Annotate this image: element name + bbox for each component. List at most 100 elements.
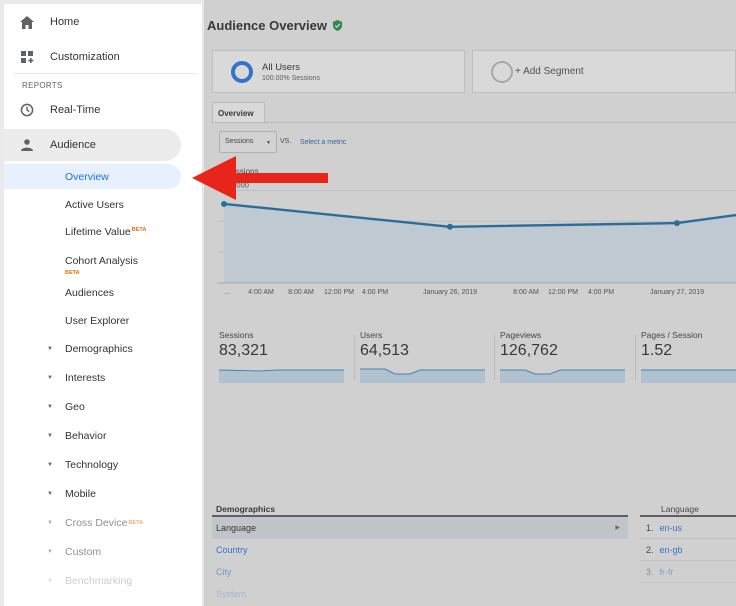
- demographics-row-country[interactable]: Country: [216, 545, 248, 555]
- sparkline: [360, 368, 485, 383]
- sidebar-group-behavior[interactable]: ▼ Behavior: [44, 430, 106, 442]
- sidebar-group-technology[interactable]: ▼ Technology: [44, 459, 118, 471]
- stat-label: Sessions: [219, 330, 254, 340]
- stat-label: Pageviews: [500, 330, 542, 340]
- caret-down-icon: ▼: [47, 404, 53, 410]
- sidebar-group-custom[interactable]: ▼ Custom: [44, 546, 101, 558]
- sparkline: [500, 369, 625, 383]
- x-tick-label: 12:00 PM: [548, 289, 578, 296]
- row-label: Language: [216, 523, 257, 533]
- beta-badge: BETA: [65, 270, 80, 276]
- home-icon: [4, 15, 50, 29]
- tab-overview[interactable]: Overview: [212, 102, 265, 123]
- page-title: Audience Overview: [207, 18, 343, 33]
- nav-home[interactable]: Home: [4, 5, 197, 39]
- sidebar-item-user-explorer[interactable]: User Explorer: [65, 315, 130, 327]
- group-label: Interests: [65, 372, 106, 384]
- beta-badge: BETA: [128, 520, 144, 526]
- x-tick-label: January 26, 2019: [423, 289, 477, 296]
- clock-icon: [4, 103, 50, 117]
- divider: [635, 335, 636, 380]
- nav-customization[interactable]: Customization: [4, 40, 197, 74]
- select-metric-link[interactable]: Select a metric: [300, 139, 347, 146]
- caret-down-icon: ▼: [47, 462, 53, 468]
- y-tick-label: 15,000: [226, 180, 249, 189]
- nav-home-label: Home: [50, 16, 80, 28]
- row-value: en-us: [659, 523, 683, 533]
- row-value: en-gb: [659, 545, 683, 555]
- sidebar-item-label: Lifetime Value: [65, 226, 131, 238]
- x-tick-label: 4:00 AM: [248, 289, 274, 296]
- caret-down-icon: ▼: [47, 549, 53, 555]
- stat-value: 126,762: [500, 342, 558, 359]
- sidebar-item-lifetime-value[interactable]: Lifetime ValueBETA: [65, 226, 146, 238]
- audience-highlight: [4, 129, 181, 161]
- sidebar-group-benchmarking[interactable]: ▼ Benchmarking: [44, 575, 132, 587]
- row-number: 1.: [646, 523, 654, 533]
- sidebar-item-audiences[interactable]: Audiences: [65, 287, 115, 299]
- main-content: Audience Overview All Users 100.00% Sess…: [204, 0, 736, 606]
- caret-down-icon: ▼: [47, 491, 53, 497]
- row-value: fr-fr: [659, 567, 674, 577]
- series-area: [224, 203, 736, 283]
- language-row[interactable]: 2. en-gb: [640, 539, 736, 561]
- divider: [640, 515, 736, 517]
- segment-ring-icon: [231, 61, 253, 83]
- reports-heading: REPORTS: [22, 81, 63, 90]
- group-label: Demographics: [65, 343, 133, 355]
- row-number: 3.: [646, 567, 654, 577]
- sidebar-item-cohort-analysis[interactable]: Cohort Analysis: [65, 255, 138, 267]
- nav-audience-label: Audience: [50, 139, 96, 151]
- language-heading: Language: [661, 504, 699, 514]
- metric-select[interactable]: Sessions ▼: [219, 131, 277, 153]
- group-label: Geo: [65, 401, 85, 413]
- segment-sub: 100.00% Sessions: [262, 75, 320, 82]
- demographics-row-system[interactable]: System: [216, 589, 247, 599]
- caret-down-icon: ▼: [47, 346, 53, 352]
- row-number: 2.: [646, 545, 654, 555]
- tab-divider: [212, 122, 736, 123]
- sidebar-group-interests[interactable]: ▼ Interests: [44, 372, 105, 384]
- nav-realtime[interactable]: Real-Time: [4, 93, 197, 127]
- x-tick-label: 12:00 PM: [324, 289, 354, 296]
- metric-select-value: Sessions: [225, 138, 254, 145]
- stat-pages-per-session[interactable]: Pages / Session 1.52: [635, 330, 736, 383]
- segment-all-users[interactable]: All Users 100.00% Sessions: [212, 50, 465, 93]
- group-label: Custom: [65, 546, 102, 558]
- divider: [494, 335, 495, 380]
- demographics-row-city[interactable]: City: [216, 567, 232, 577]
- group-label: Cross Device: [65, 517, 128, 529]
- customization-icon: [4, 50, 50, 64]
- group-label: Mobile: [65, 488, 96, 500]
- sidebar-group-demographics[interactable]: ▼ Demographics: [44, 343, 133, 355]
- language-row[interactable]: 3. fr-fr: [640, 561, 736, 583]
- x-tick-label: 4:00 PM: [362, 289, 388, 296]
- data-point: [447, 223, 453, 230]
- x-tick-label: 8:00 AM: [288, 289, 314, 296]
- language-row[interactable]: 1. en-us: [640, 517, 736, 539]
- stat-pageviews[interactable]: Pageviews 126,762: [494, 330, 630, 383]
- sidebar-item-active-users[interactable]: Active Users: [65, 199, 124, 211]
- stat-sessions[interactable]: Sessions 83,321: [219, 330, 349, 383]
- nav-audience[interactable]: Audience: [4, 128, 197, 162]
- empty-ring-icon: [491, 61, 513, 83]
- vs-label: VS.: [280, 138, 292, 145]
- add-segment-button[interactable]: + Add Segment: [472, 50, 736, 93]
- sidebar-group-mobile[interactable]: ▼ Mobile: [44, 488, 96, 500]
- person-icon: [4, 139, 50, 151]
- divider: [212, 515, 628, 517]
- stat-users[interactable]: Users 64,513: [354, 330, 490, 383]
- sidebar-nav: Home Customization REPORTS Real-Time Aud…: [4, 4, 203, 606]
- stat-label: Pages / Session: [641, 330, 703, 340]
- sidebar-item-overview[interactable]: Overview: [65, 171, 109, 183]
- caret-down-icon: ▼: [47, 433, 53, 439]
- verified-shield-icon: [332, 20, 343, 31]
- demographics-row-language[interactable]: Language ▶: [212, 517, 628, 539]
- sidebar-group-cross-device[interactable]: ▼ Cross Device BETA: [44, 517, 143, 529]
- sidebar-group-geo[interactable]: ▼ Geo: [44, 401, 85, 413]
- demographics-heading: Demographics: [216, 504, 276, 514]
- group-label: Behavior: [65, 430, 107, 442]
- stat-value: 64,513: [360, 342, 409, 359]
- caret-down-icon: ▼: [47, 578, 53, 584]
